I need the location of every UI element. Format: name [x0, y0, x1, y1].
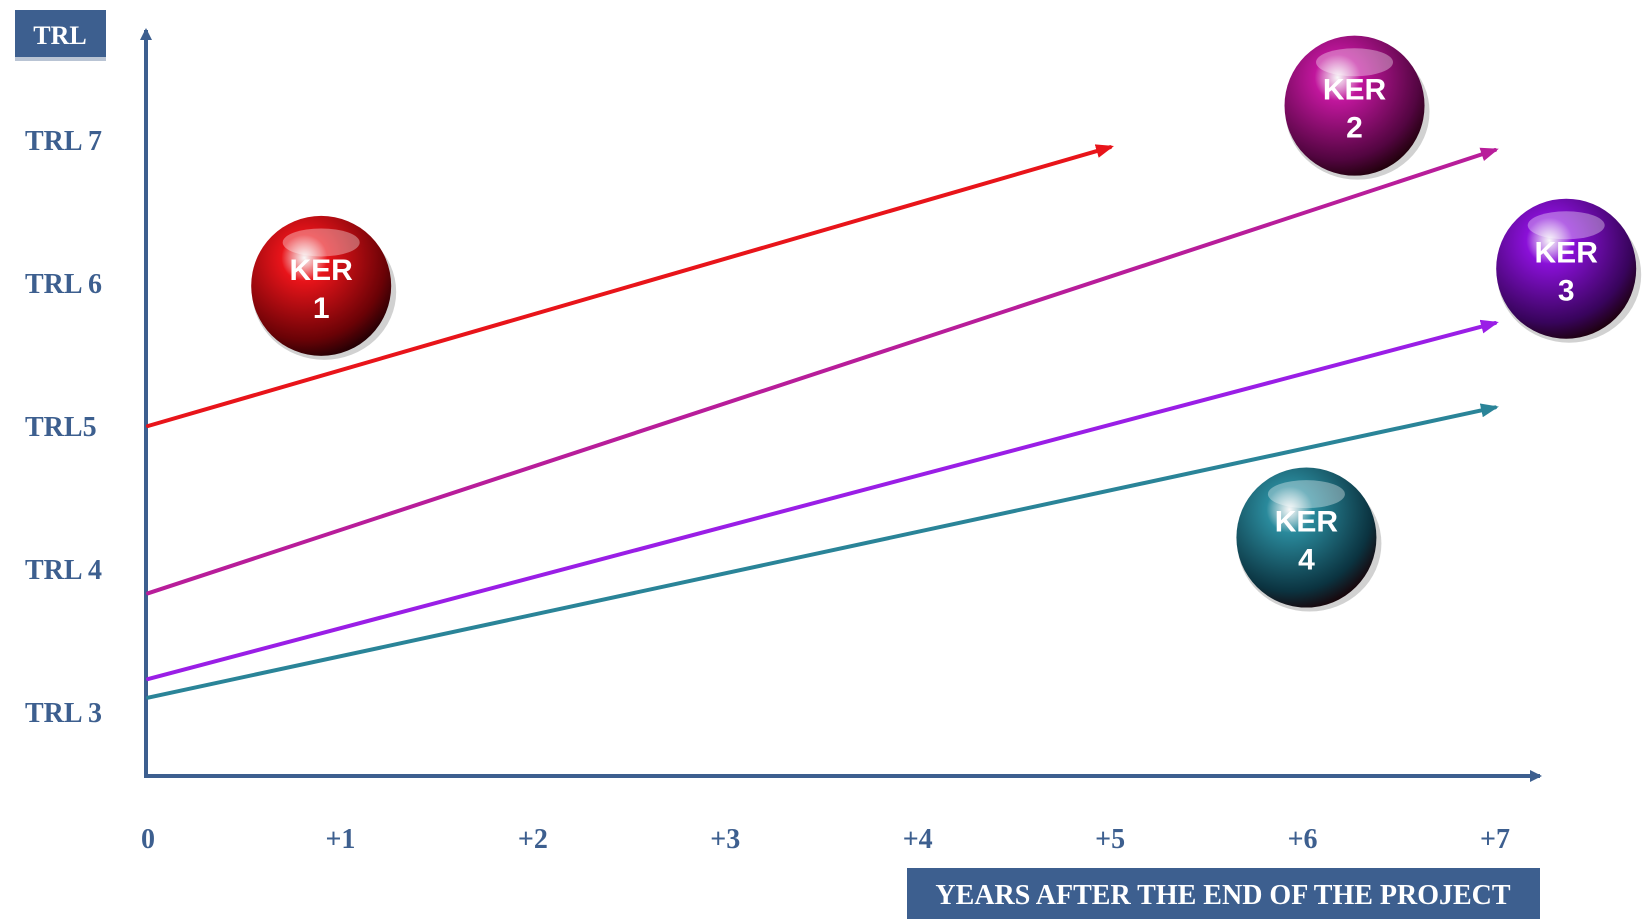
ker-label-line1: KER — [1535, 237, 1599, 270]
y-tick-label: TRL 7 — [25, 126, 102, 157]
series-line — [146, 144, 1114, 428]
x-tick-label: +2 — [518, 824, 548, 855]
ker-label-line2: 2 — [1346, 112, 1363, 145]
ker-label-line2: 3 — [1558, 275, 1575, 308]
x-tick-label: +5 — [1095, 824, 1125, 855]
y-tick-labels: TRL 3 TRL 4 TRL5 TRL 6 TRL 7 — [25, 126, 102, 729]
ker-label-line2: 1 — [313, 292, 330, 325]
x-tick-label: +3 — [710, 824, 740, 855]
ker-label-line1: KER — [1275, 506, 1339, 539]
y-tick-label: TRL 3 — [25, 698, 102, 729]
ker-label-line1: KER — [290, 254, 354, 287]
ker-label-line1: KER — [1323, 74, 1387, 107]
ker-sphere — [1236, 467, 1377, 608]
ker-bubble: KER 4 — [1236, 467, 1382, 612]
x-axis-title: YEARS AFTER THE END OF THE PROJECT — [935, 880, 1510, 911]
ker-sphere — [1284, 35, 1425, 176]
y-tick-label: TRL5 — [25, 412, 97, 443]
ker-bubble: KER 3 — [1496, 198, 1642, 343]
series-lines — [146, 144, 1499, 700]
ker-label-line2: 4 — [1298, 544, 1315, 577]
y-tick-label: TRL 4 — [25, 555, 102, 586]
x-tick-label: +4 — [903, 824, 933, 855]
ker-sphere — [1496, 198, 1637, 339]
ker-bubble: KER 1 — [251, 215, 397, 360]
x-tick-label: +7 — [1480, 824, 1510, 855]
y-tick-label: TRL 6 — [25, 269, 102, 300]
series-line — [146, 403, 1499, 700]
series-line — [146, 319, 1499, 682]
x-tick-label: +1 — [325, 824, 355, 855]
x-tick-labels: 0 +1 +2 +3 +4 +5 +6 +7 — [141, 824, 1510, 855]
y-axis-title-box: TRL — [15, 10, 106, 61]
series-line — [146, 147, 1499, 596]
y-axis-title: TRL — [33, 21, 86, 50]
x-tick-label: +6 — [1288, 824, 1318, 855]
ker-bubble: KER 2 — [1284, 35, 1430, 180]
ker-sphere — [251, 215, 392, 356]
ker-bubbles: KER 1 KER 2 KER 3 KER 4 — [251, 35, 1642, 612]
x-tick-label: 0 — [141, 824, 155, 855]
x-axis-title-box: YEARS AFTER THE END OF THE PROJECT — [907, 868, 1540, 919]
